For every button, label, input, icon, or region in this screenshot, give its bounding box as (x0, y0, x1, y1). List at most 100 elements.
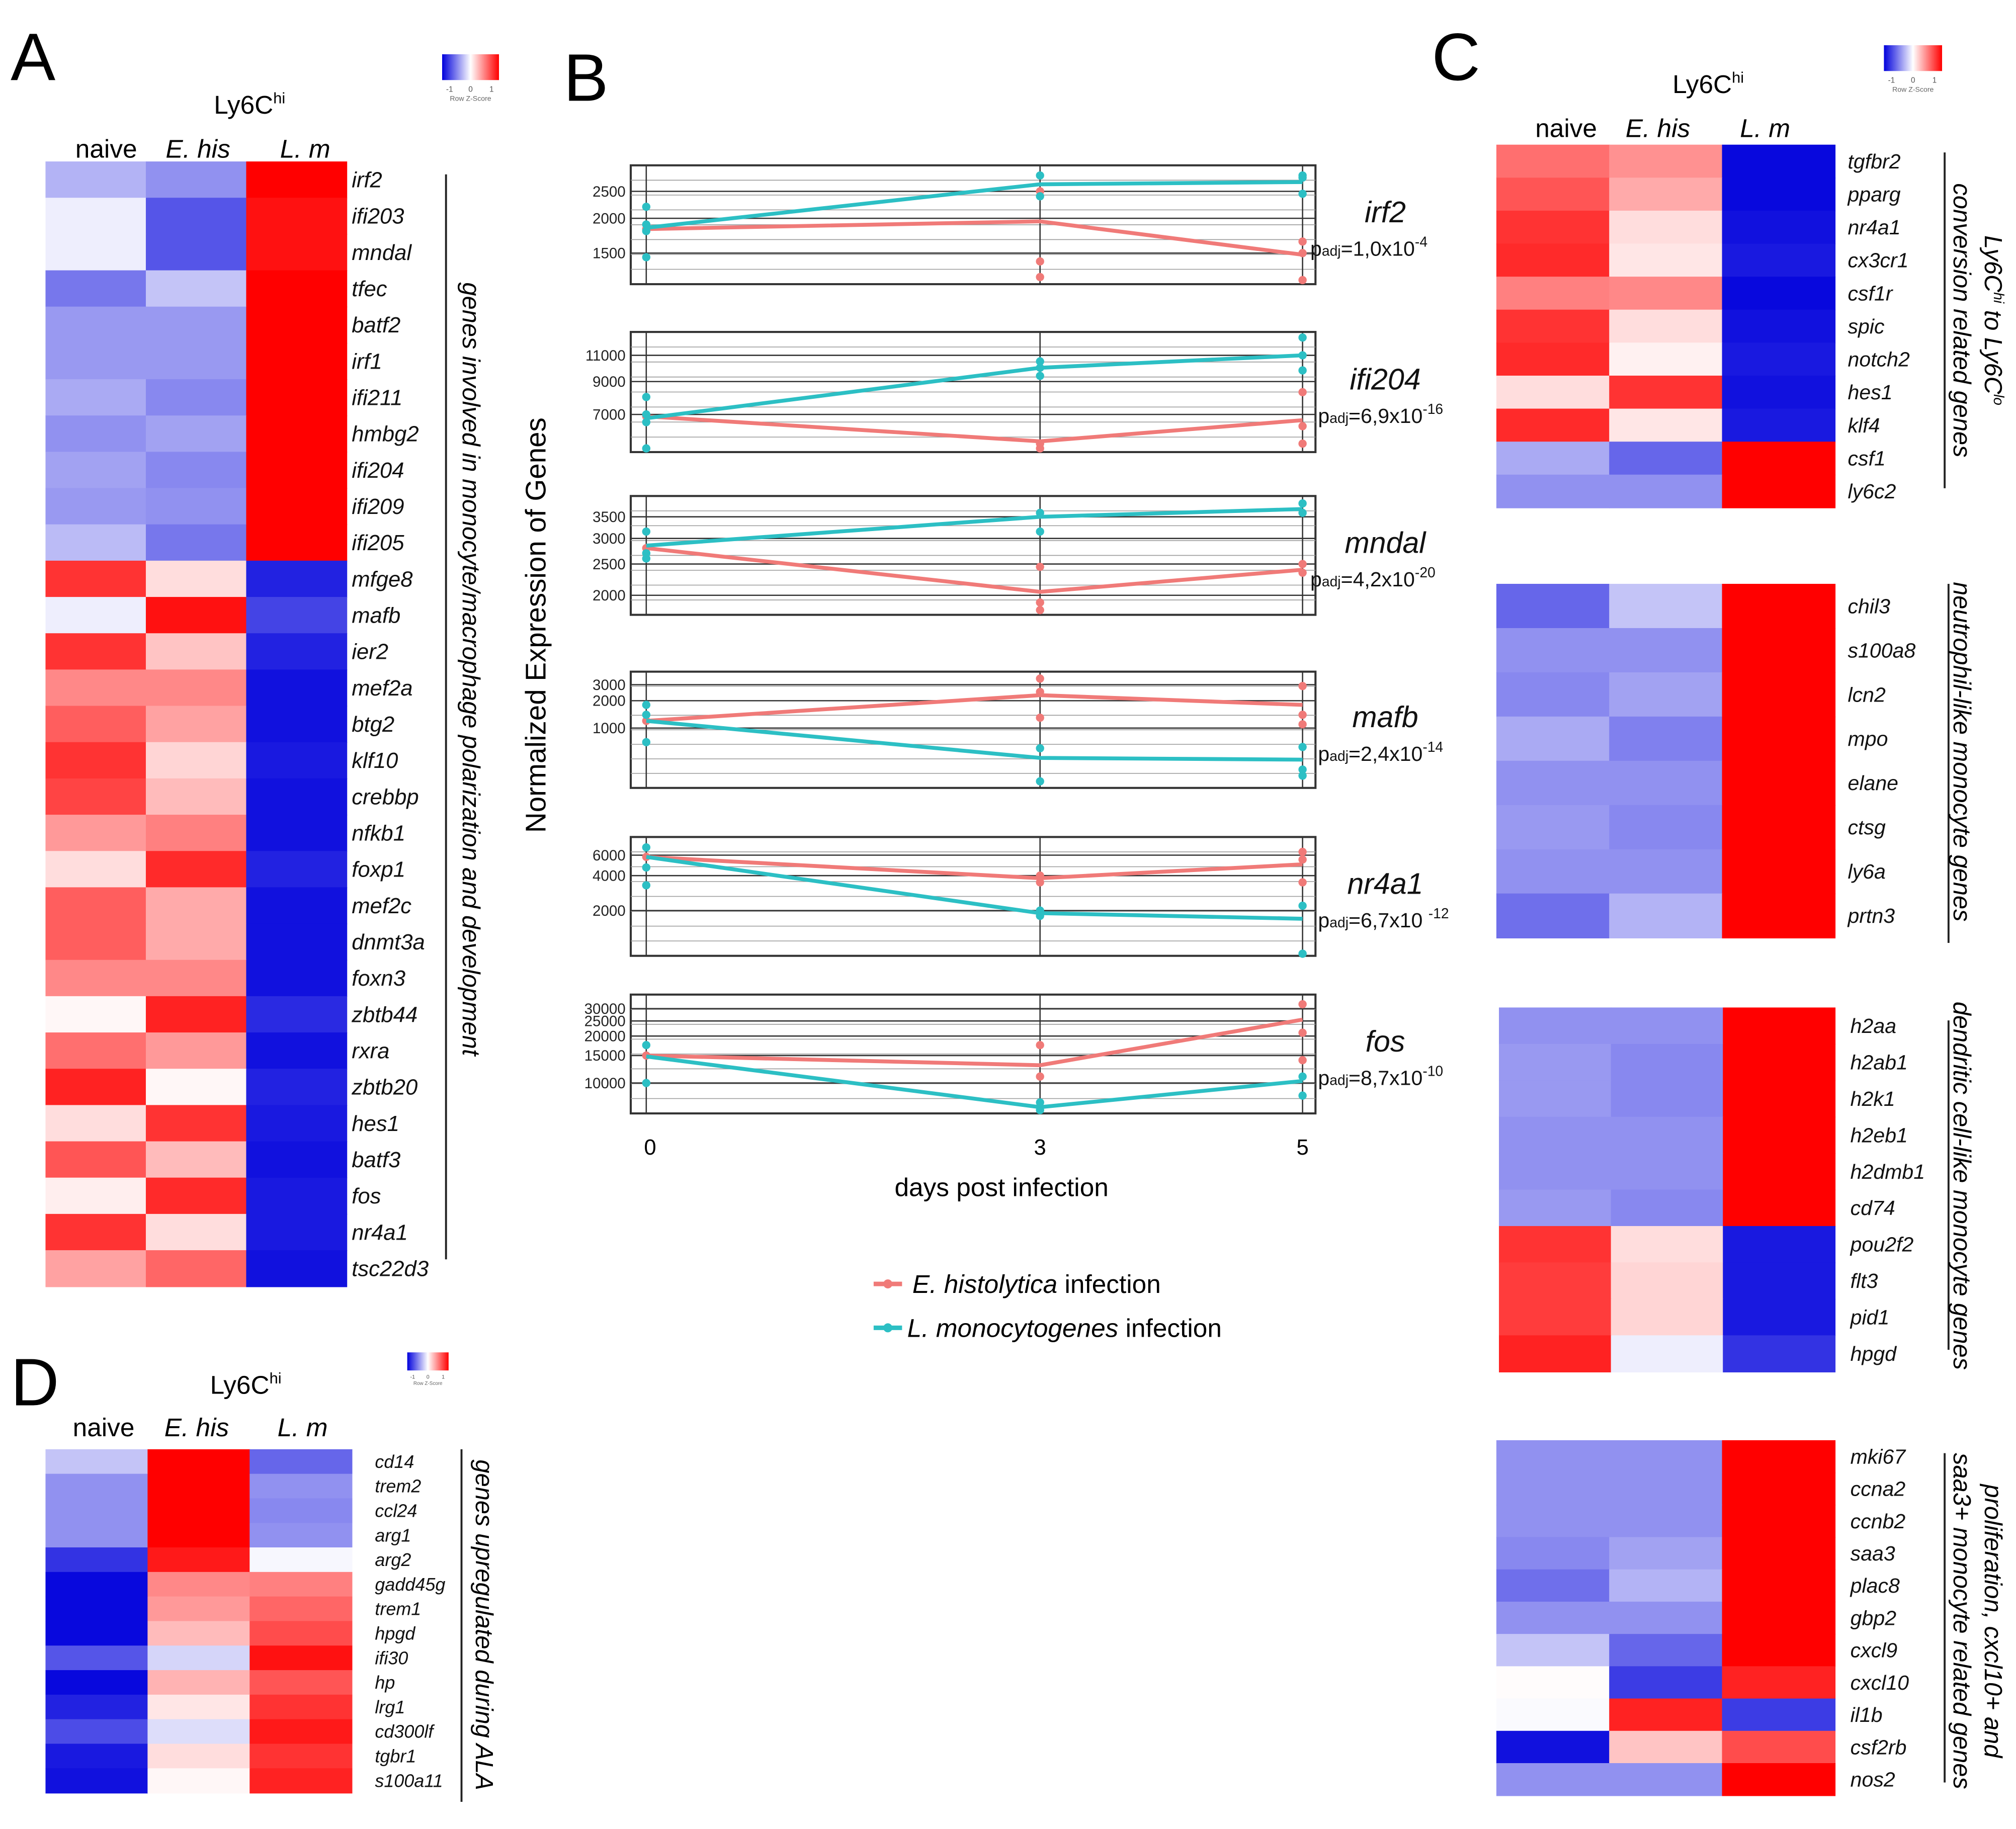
legend-item: E. histolytica infection (873, 1269, 1161, 1298)
column-header: naive (1535, 113, 1597, 142)
gene-label: ctsg (1848, 816, 1886, 839)
heatmap-cell (1722, 849, 1836, 895)
heatmap-cell (45, 597, 147, 634)
data-point (1036, 1072, 1044, 1081)
heatmap-cell (246, 1250, 348, 1287)
heatmap-cell (1722, 1569, 1836, 1603)
legend-suffix: infection (1118, 1313, 1222, 1342)
heatmap-cell (1499, 1262, 1612, 1300)
gene-label: h2aa (1851, 1014, 1896, 1037)
gene-label: s100a8 (1848, 639, 1916, 662)
gene-label: rxra (352, 1038, 389, 1063)
heatmap-cell (1611, 1335, 1724, 1373)
heatmap-cell (246, 923, 348, 961)
color-key-gradient (407, 1352, 449, 1371)
y-tick-label: 30000 (584, 1001, 626, 1017)
data-point (1298, 366, 1307, 375)
color-key-tick: 1 (1933, 76, 1937, 84)
gene-label: zbtb44 (351, 1002, 417, 1027)
heatmap-cell (1723, 1116, 1836, 1154)
y-tick-label: 7000 (593, 406, 626, 423)
heatmap-cell (1609, 1569, 1723, 1603)
heatmap: cd14 trem2 ccl24 arg1 arg2 gadd45g trem1 hpgd if… (45, 1449, 445, 1794)
heatmap-cell (1609, 1472, 1723, 1506)
heatmap-cell (45, 1141, 147, 1179)
heatmap-cell (145, 851, 247, 888)
legend-suffix: infection (1057, 1269, 1161, 1298)
column-header: E. his (165, 134, 230, 163)
heatmap-cell (1722, 1472, 1836, 1506)
gene-label: csf1 (1848, 447, 1886, 470)
heatmap-cell (1723, 1335, 1836, 1373)
heatmap-cell (246, 306, 348, 344)
data-point (1298, 743, 1307, 751)
y-tick-label: 11000 (585, 347, 626, 364)
heatmap-cell (246, 706, 348, 743)
data-point (642, 701, 651, 709)
heatmap-cell (45, 1032, 147, 1070)
data-point (642, 711, 651, 719)
heatmap-cell (1722, 716, 1836, 762)
heatmap-cell (45, 524, 147, 562)
padj-label: padj=4,2x10-20 (1310, 564, 1436, 591)
gene-label: saa3 (1851, 1542, 1895, 1565)
line-chart-ifi204: 7000 9000 11000 ifi204 padj=6,9x10-16 (585, 331, 1443, 454)
heatmap-cell (1496, 309, 1610, 343)
heatmap-cell (246, 234, 348, 271)
heatmap-cell (249, 1498, 353, 1524)
heatmap-cell (1496, 1505, 1610, 1538)
column-header: E. his (1626, 113, 1690, 142)
column-header: L. m (1740, 113, 1790, 142)
heatmap: h2aa h2ab1 h2k1 h2eb1 h2dmb1 cd74 pou2f2 flt3 pi… (1499, 1007, 1925, 1373)
heatmap-cell (1611, 1116, 1724, 1154)
heatmap-cell (45, 1694, 148, 1720)
padj-value: =6,9x10 (1349, 404, 1422, 427)
heatmap-cell (1609, 1730, 1723, 1764)
gene-label: mki67 (1851, 1445, 1907, 1468)
heatmap-cell (1609, 628, 1723, 673)
gene-label: tsc22d3 (352, 1256, 429, 1281)
heatmap-cell (1609, 1537, 1723, 1571)
y-tick-label: 1500 (593, 245, 626, 262)
heatmap-cell (1722, 342, 1836, 377)
heatmap-cell (45, 1105, 147, 1142)
gene-title: irf2 (1365, 196, 1406, 229)
gene-label: pid1 (1850, 1305, 1890, 1329)
gene-label: s100a11 (375, 1770, 443, 1791)
color-key-gradient (1884, 45, 1943, 71)
heatmap-cell (45, 742, 147, 779)
padj-value: =1,0x10 (1341, 237, 1415, 260)
heatmap-cell (147, 1572, 250, 1597)
heatmap-cell (45, 1498, 148, 1524)
gene-label: mef2a (352, 676, 412, 701)
gene-label: hpgd (375, 1623, 415, 1643)
heatmap-cell (1722, 243, 1836, 278)
data-point (642, 393, 651, 401)
heatmap-cell (145, 270, 247, 308)
padj-sub: adj (1329, 748, 1349, 764)
gene-label: h2ab1 (1851, 1051, 1908, 1074)
data-point (1298, 720, 1307, 729)
heatmap-cell (147, 1523, 250, 1548)
heatmap-cell (1496, 1698, 1610, 1732)
heatmap-cell (246, 161, 348, 199)
gene-label: klf4 (1848, 414, 1880, 437)
heatmap-cell (45, 887, 147, 924)
gene-label: ly6c2 (1848, 480, 1896, 503)
heatmap-cell (45, 1645, 148, 1671)
gene-label: cd14 (375, 1451, 414, 1472)
heatmap-cell (1722, 1537, 1836, 1571)
data-point (642, 843, 651, 852)
heatmap-cell (1723, 1080, 1836, 1118)
data-point (1036, 372, 1044, 380)
data-point (1298, 333, 1307, 342)
group-label: dendritic cell-like monocyte genes (1948, 1002, 1975, 1370)
heatmap-cell (147, 1621, 250, 1646)
series-line (646, 414, 1303, 444)
gene-label: gadd45g (375, 1574, 445, 1595)
heatmap-cell (246, 1105, 348, 1142)
gene-label: ccna2 (1851, 1477, 1906, 1501)
heatmap-cell (145, 633, 247, 670)
padj-label: padj=2,4x10-14 (1318, 739, 1443, 765)
